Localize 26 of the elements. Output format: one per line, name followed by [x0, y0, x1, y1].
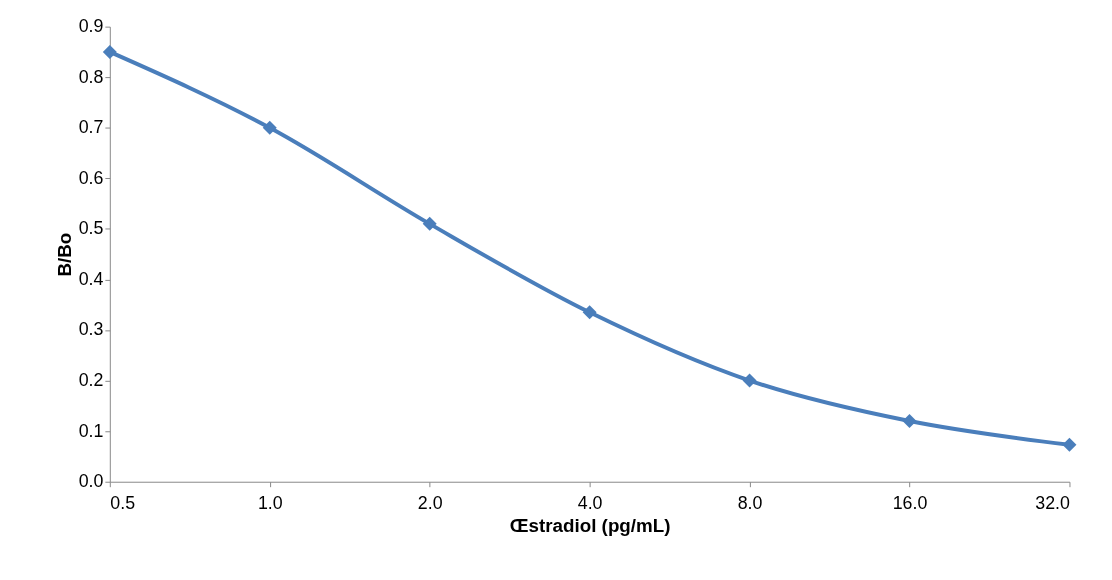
- point: [422, 216, 437, 231]
- point: [262, 120, 277, 135]
- x-tick-label: 1.0: [257, 492, 283, 513]
- y-tick-label: 0.6: [78, 167, 104, 188]
- x-tick-label: 8.0: [737, 492, 763, 513]
- y-tick-label: 0.0: [78, 471, 104, 492]
- x-axis-title: Œstradiol (pg/mL): [509, 514, 671, 536]
- y-tick-label: 0.5: [78, 218, 104, 239]
- point: [742, 373, 757, 388]
- y-tick-label: 0.2: [78, 370, 104, 391]
- y-tick-label: 0.1: [78, 420, 104, 441]
- x-tick-label: 2.0: [417, 492, 443, 513]
- y-axis-title: B/Bo: [53, 232, 75, 277]
- y-tick-label: 0.3: [78, 319, 104, 340]
- point: [582, 305, 597, 320]
- x-tick-label: 32.0: [1035, 492, 1071, 513]
- x-tick-label: 0.5: [110, 492, 136, 513]
- point: [102, 44, 117, 59]
- point: [902, 414, 917, 429]
- x-tick-label: 16.0: [892, 492, 928, 513]
- y-tick-label: 0.8: [78, 66, 104, 87]
- x-tick-label: 4.0: [577, 492, 603, 513]
- y-tick-label: 0.7: [78, 117, 104, 138]
- y-tick-label: 0.9: [78, 16, 104, 37]
- y-tick-label: 0.4: [78, 268, 104, 289]
- point: [1062, 437, 1077, 452]
